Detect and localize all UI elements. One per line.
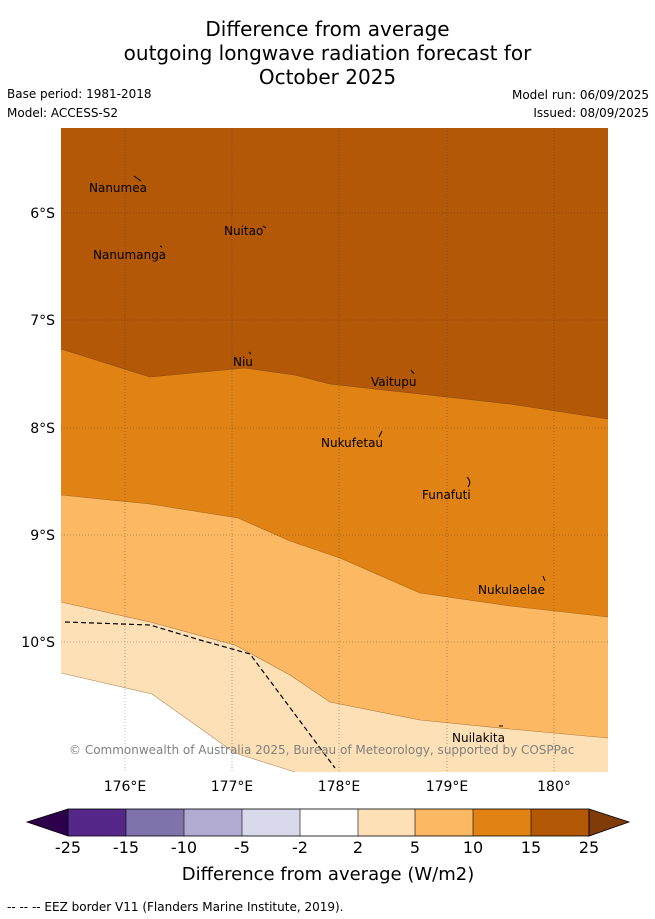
colorbar-tick-label: 25 [579,838,599,857]
place-label: Funafuti [422,488,471,502]
map-panel: Nanumea Nuitao Nanumanga Niu Vaitupu Nuk… [60,128,609,773]
anomaly-below-2-region [61,673,295,772]
copyright-text: © Commonwealth of Australia 2025, Bureau… [69,743,574,757]
colorbar-bin [531,809,589,836]
colorbar-tick-label: -15 [113,838,139,857]
model-name: Model: ACCESS-S2 [7,106,119,120]
colorbar-tick-label: -10 [171,838,197,857]
lon-tick-label: 180° [537,779,571,795]
issued-date: Issued: 08/09/2025 [533,106,649,120]
colorbar-bin [415,809,473,836]
lon-tick-label: 178°E [318,779,361,795]
place-label: Vaitupu [371,375,417,389]
colorbar-tick-label: -25 [55,838,81,857]
funafuti-island-icon [466,476,471,488]
colorbar-tick-label: -2 [292,838,308,857]
contour-10 [60,494,609,618]
colorbar-bin [126,809,184,836]
lat-tick-label: 6°S [30,206,55,222]
lat-tick-label: 7°S [30,313,55,329]
model-run: Model run: 06/09/2025 [511,88,649,102]
colorbar-bin [184,809,242,836]
title-line-3: October 2025 [258,65,397,89]
lat-tick-label: 9°S [30,528,55,544]
gridlines [61,128,608,772]
island-marks [133,175,546,727]
colorbar-bin [473,809,531,836]
colorbar-tick-label: -5 [234,838,250,857]
colorbar-tick-label: 2 [353,838,363,857]
colorbar: -25 -15 -10 -5 -2 2 5 10 15 25 Differenc… [25,808,631,885]
colorbar-bin [358,809,415,836]
colorbar-bin [300,809,358,836]
colorbar-bin [242,809,300,836]
place-label: Niu [233,355,253,369]
place-label: Nanumea [89,181,147,195]
place-label: Nanumanga [93,248,166,262]
eez-legend-note: -- -- -- EEZ border V11 (Flanders Marine… [7,900,344,914]
place-label: Nukufetau [321,436,383,450]
colorbar-min-extend [25,808,69,837]
nuitao-island-icon [262,225,267,229]
title-line-1: Difference from average [205,17,450,41]
eez-border [64,621,336,769]
base-period: Base period: 1981-2018 [7,87,152,101]
niu-island-icon [248,351,252,355]
place-label: Nuitao [224,224,263,238]
colorbar-title: Difference from average (W/m2) [182,864,474,885]
contour-5 [60,601,609,739]
lat-tick-label: 10°S [21,635,55,651]
nukulaelae-island-icon [542,575,546,582]
lat-tick-label: 8°S [30,421,55,437]
nukufetau-island-icon [378,430,383,438]
colorbar-max-extend [588,808,631,837]
place-label: Nukulaelae [478,583,545,597]
lon-tick-label: 177°E [211,779,254,795]
title-line-2: outgoing longwave radiation forecast for [123,41,532,65]
contour-2 [60,672,296,773]
nanumea-island-icon [133,175,142,182]
colorbar-bin [68,809,126,836]
vaitupu-island-icon [410,369,415,375]
place-label: Nuilakita [452,731,505,745]
colorbar-tick-label: 10 [463,838,483,857]
lat-axis: 6°S 7°S 8°S 9°S 10°S [21,206,55,651]
colorbar-tick-label: 15 [521,838,541,857]
lon-tick-label: 176°E [104,779,147,795]
lon-tick-label: 179°E [426,779,469,795]
contour-15 [60,348,609,420]
lon-axis: 176°E 177°E 178°E 179°E 180° [104,779,571,795]
nanumanga-island-icon [159,245,163,248]
colorbar-tick-label: 5 [410,838,420,857]
